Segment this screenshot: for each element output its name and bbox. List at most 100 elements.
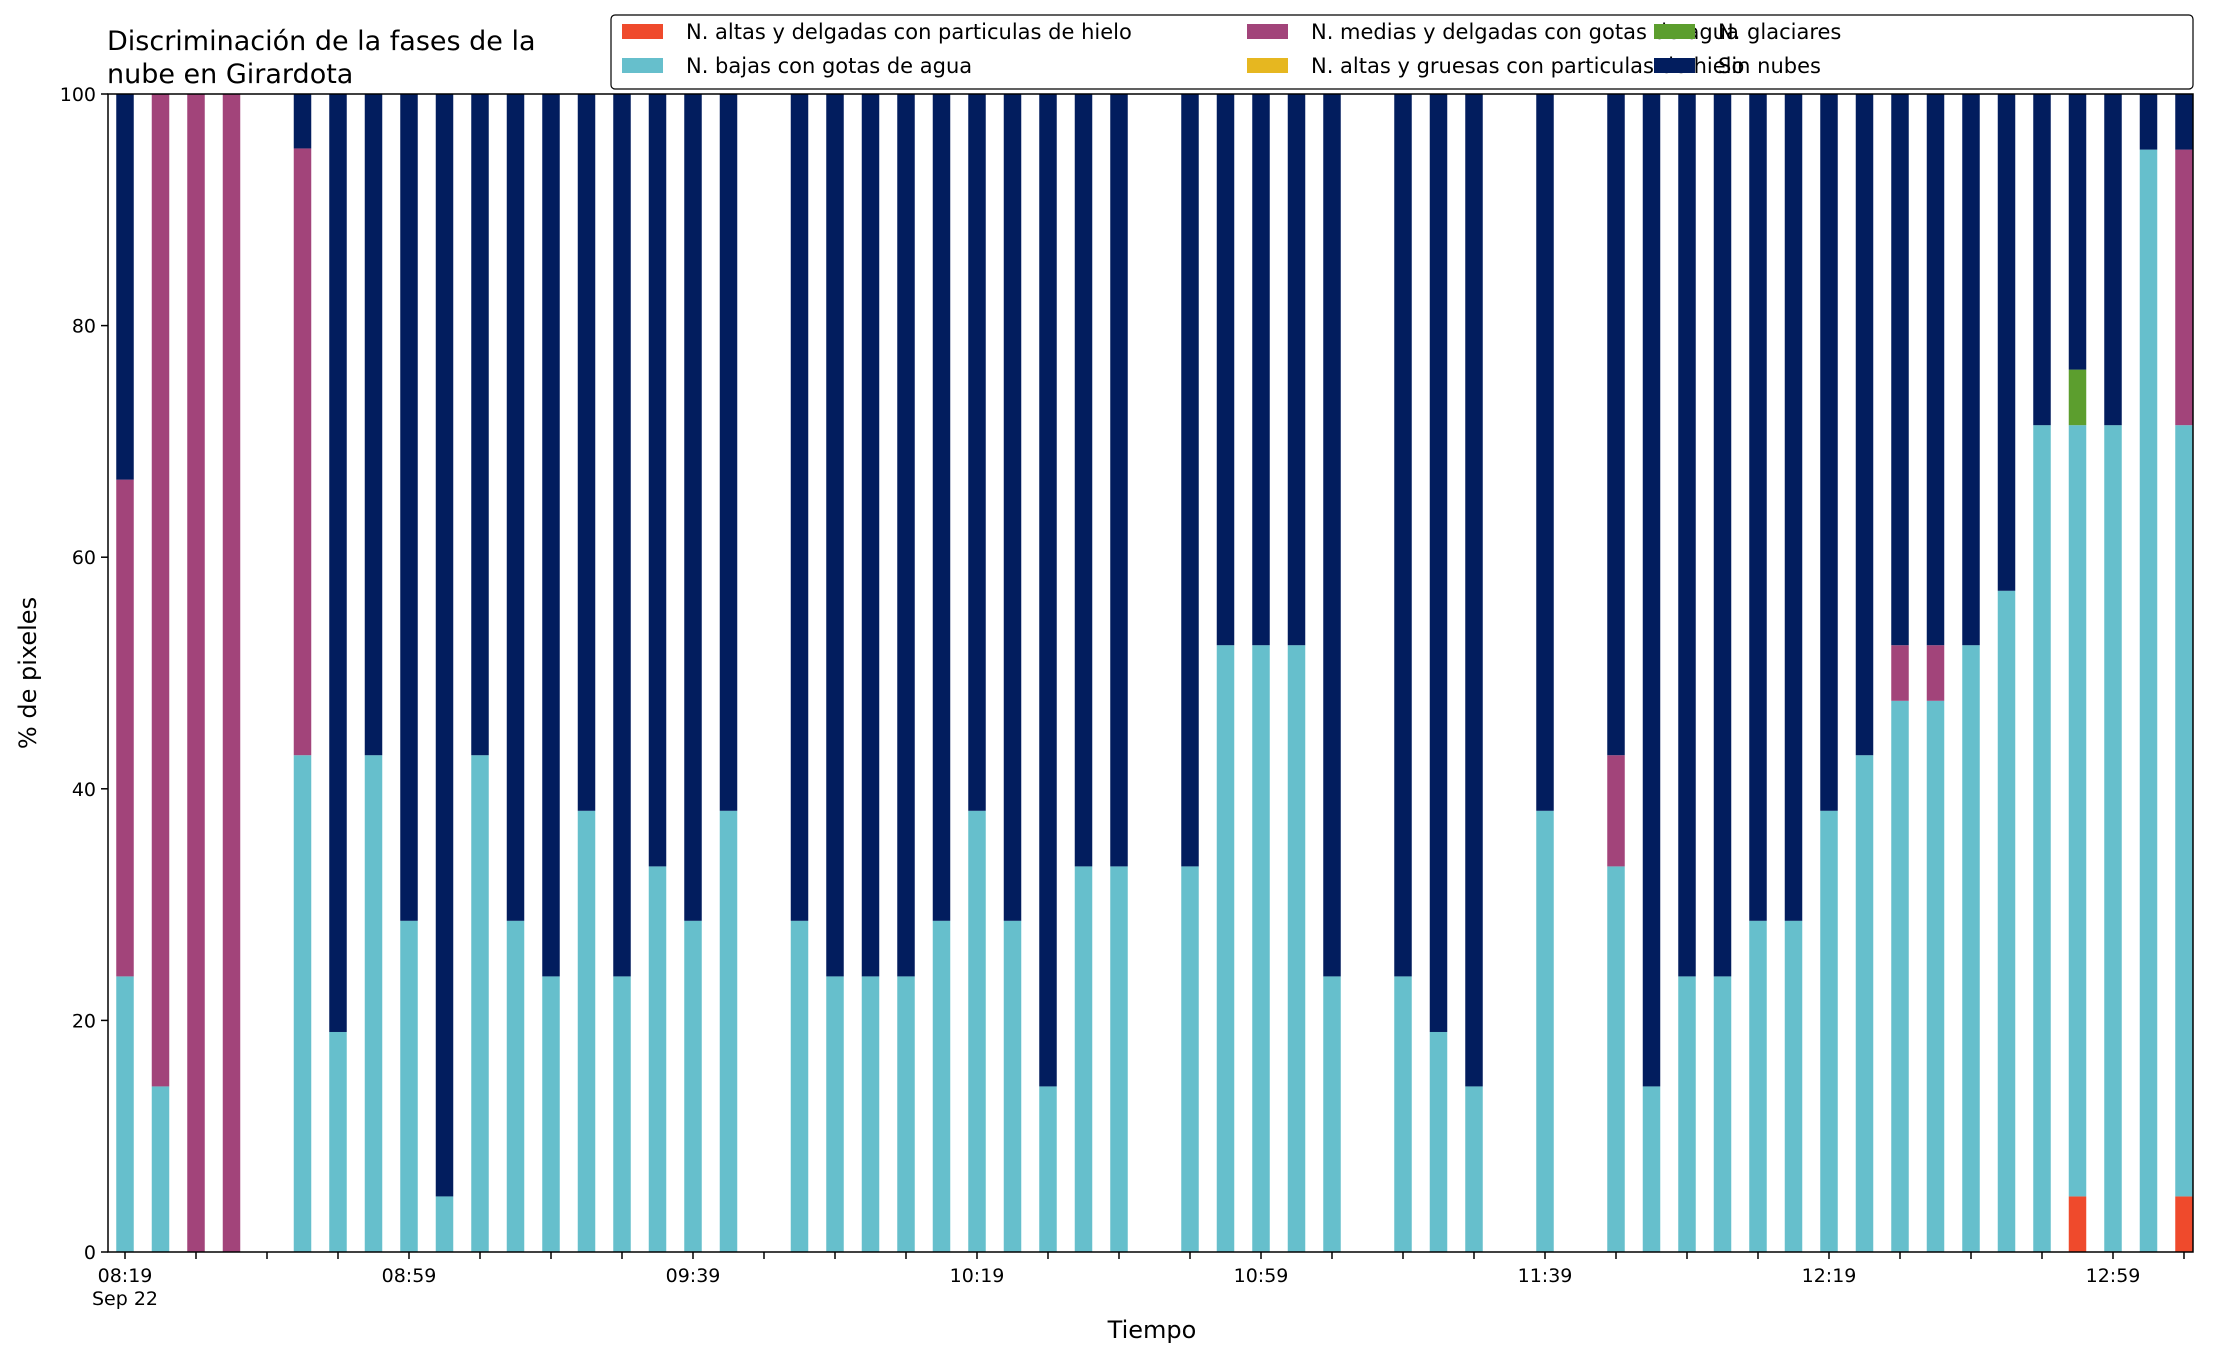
bar-segment bbox=[116, 976, 134, 1252]
bar-segment bbox=[293, 94, 312, 149]
bar-segment bbox=[1784, 94, 1803, 921]
legend-label: Sin nubes bbox=[1718, 54, 1821, 78]
bar-segment bbox=[2033, 425, 2051, 1252]
bar-segment bbox=[826, 94, 844, 977]
legend-swatch bbox=[1247, 24, 1288, 39]
bar-segment bbox=[1465, 94, 1483, 1087]
bar-segment bbox=[364, 755, 383, 1252]
bar-segment bbox=[1003, 94, 1022, 921]
bar-segment bbox=[2068, 1196, 2087, 1252]
y-tick-label: 80 bbox=[72, 316, 96, 338]
bar-segment bbox=[435, 1196, 454, 1252]
bar-segment bbox=[1891, 94, 1909, 646]
bar-segment bbox=[1536, 810, 1554, 1252]
bar-segment bbox=[1074, 866, 1093, 1252]
bar-segment bbox=[1713, 976, 1732, 1252]
bar-segment bbox=[1252, 645, 1270, 1252]
y-tick-label: 60 bbox=[72, 547, 96, 569]
bar-segment bbox=[1074, 94, 1093, 867]
bar-segment bbox=[1394, 976, 1412, 1252]
bar-segment bbox=[1855, 94, 1874, 756]
legend-swatch bbox=[1654, 24, 1695, 39]
bar-segment bbox=[542, 976, 560, 1252]
bar-segment bbox=[1749, 920, 1767, 1252]
bar-segment bbox=[1997, 94, 2016, 591]
bar-segment bbox=[116, 94, 134, 480]
bar-segment bbox=[932, 920, 951, 1252]
bar-segment bbox=[1394, 94, 1412, 977]
bar-segment bbox=[897, 94, 915, 977]
bar-segment bbox=[1820, 94, 1838, 811]
chart-title: Discriminación de la fases de la nube en… bbox=[107, 26, 536, 90]
bar-segment bbox=[542, 94, 560, 977]
bar-segment bbox=[1323, 94, 1341, 977]
bar-segment bbox=[968, 94, 986, 811]
bar-segment bbox=[1003, 920, 1022, 1252]
bar-segment bbox=[1749, 94, 1767, 921]
bar-segment bbox=[1891, 645, 1909, 701]
bar-segment bbox=[826, 976, 844, 1252]
bar-segment bbox=[1287, 645, 1306, 1252]
bar-segment bbox=[861, 94, 880, 977]
y-axis: 0 20 40 60 80 100 bbox=[60, 84, 108, 1264]
x-date-label: Sep 22 bbox=[92, 1288, 158, 1310]
bar-segment bbox=[1713, 94, 1732, 977]
y-tick-label: 100 bbox=[60, 84, 96, 106]
bar-segment bbox=[1642, 1086, 1661, 1252]
bar-segment bbox=[790, 94, 809, 921]
bar-segment bbox=[613, 94, 631, 977]
bar-segment bbox=[2175, 1196, 2193, 1252]
bar-segment bbox=[1039, 94, 1057, 1087]
bar-segment bbox=[400, 920, 418, 1252]
bar-segment bbox=[1642, 94, 1661, 1087]
chart-title-line-1: Discriminación de la fases de la bbox=[107, 26, 536, 57]
bar-segment bbox=[1181, 94, 1199, 867]
bar-segment bbox=[1926, 645, 1945, 701]
legend-swatch bbox=[622, 24, 663, 39]
bar-segment bbox=[719, 810, 738, 1252]
x-tick-label: 10:59 bbox=[1234, 1265, 1289, 1287]
bar-segment bbox=[116, 479, 134, 977]
bar-segment bbox=[1216, 94, 1235, 646]
bar-segment bbox=[684, 94, 702, 921]
bar-segment bbox=[1820, 810, 1838, 1252]
bar-segment bbox=[2175, 94, 2193, 150]
legend-box bbox=[610, 14, 2194, 90]
bar-segment bbox=[1252, 94, 1270, 646]
bar-segment bbox=[293, 148, 312, 756]
x-tick-label: 08:19 bbox=[98, 1265, 153, 1287]
bar-segment bbox=[151, 94, 170, 1087]
x-axis-label: Tiempo bbox=[1107, 1316, 1197, 1344]
x-tick-label: 08:59 bbox=[382, 1265, 437, 1287]
bar-segment bbox=[1607, 755, 1625, 867]
bar-segment bbox=[1678, 94, 1696, 977]
bar-segment bbox=[1323, 976, 1341, 1252]
bar-segment bbox=[719, 94, 738, 811]
bar-segment bbox=[1997, 590, 2016, 1252]
bar-segment bbox=[861, 976, 880, 1252]
bar-segment bbox=[2139, 94, 2158, 150]
bar-segment bbox=[1110, 94, 1128, 867]
bar-segment bbox=[897, 976, 915, 1252]
bar-segment bbox=[2139, 149, 2158, 1253]
bar-segment bbox=[1784, 920, 1803, 1252]
bar-segment bbox=[2175, 425, 2193, 1197]
bar-segment bbox=[1962, 94, 1980, 646]
bar-segment bbox=[613, 976, 631, 1252]
x-tick-label: 11:39 bbox=[1518, 1265, 1573, 1287]
bar-segment bbox=[471, 94, 489, 756]
bars bbox=[116, 94, 2193, 1253]
bar-segment bbox=[471, 755, 489, 1252]
x-axis: 08:19 08:59 09:39 10:19 10:59 11:39 12:19 12:59… bbox=[92, 1252, 2185, 1310]
y-tick-label: 20 bbox=[72, 1010, 96, 1032]
bar-segment bbox=[1926, 700, 1945, 1252]
bar-segment bbox=[932, 94, 951, 921]
bar-segment bbox=[1962, 645, 1980, 1252]
chart-title-line-2: nube en Girardota bbox=[107, 59, 353, 90]
bar-segment bbox=[1926, 94, 1945, 646]
bar-segment bbox=[1465, 1086, 1483, 1252]
bar-segment bbox=[1678, 976, 1696, 1252]
x-tick-label: 10:19 bbox=[950, 1265, 1005, 1287]
bar-segment bbox=[577, 810, 596, 1252]
